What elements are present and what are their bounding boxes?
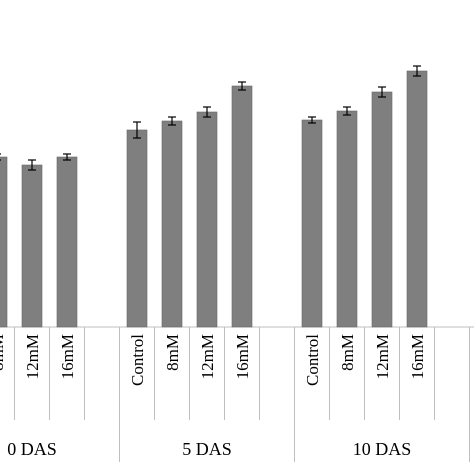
group-label: 0 DAS [7, 439, 57, 459]
x-tick-label: 12mM [23, 334, 42, 379]
bar [126, 129, 148, 328]
x-tick-label: 16mM [408, 334, 427, 379]
bar [56, 156, 78, 328]
bar [406, 70, 428, 328]
bar [301, 119, 323, 328]
bar [21, 164, 43, 328]
bar [231, 85, 253, 328]
x-tick-label: Control [128, 334, 147, 386]
group-label: 5 DAS [182, 439, 232, 459]
bar [161, 120, 183, 328]
x-tick-label: 16mM [233, 334, 252, 379]
x-tick-label: 8mM [0, 334, 7, 371]
bar [0, 156, 8, 328]
x-tick-label: 8mM [163, 334, 182, 371]
x-tick-label: 12mM [198, 334, 217, 379]
bar [196, 111, 218, 328]
x-tick-label: 16mM [58, 334, 77, 379]
x-tick-label: 8mM [338, 334, 357, 371]
bar [371, 91, 393, 328]
x-tick-label: Control [303, 334, 322, 386]
group-label: 10 DAS [353, 439, 412, 459]
x-tick-label: 12mM [373, 334, 392, 379]
bar [336, 110, 358, 328]
